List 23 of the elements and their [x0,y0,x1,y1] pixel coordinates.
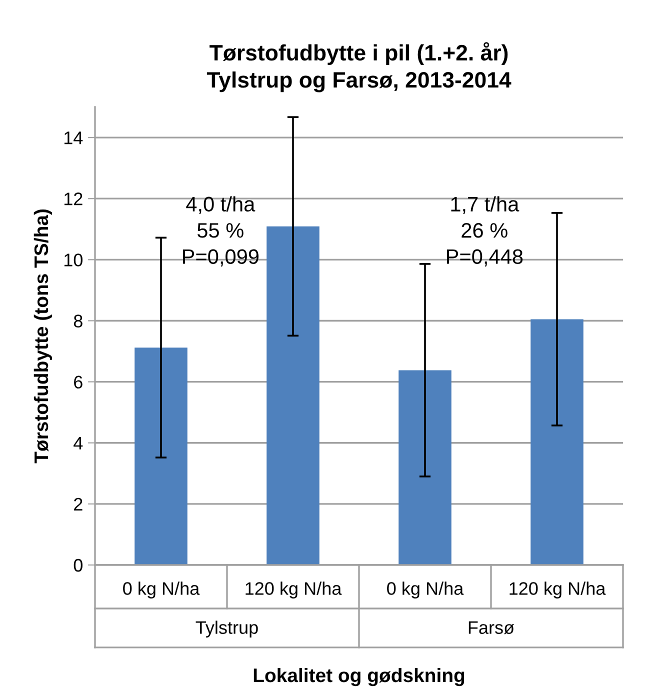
y-tick-label: 0 [74,558,82,572]
bar [134,348,188,565]
text: Farsø [468,621,514,634]
text: Tylstrup [196,620,258,638]
bar [266,226,320,565]
y-tick-label: 12 [64,192,82,206]
chart-title: Tørstofudbytte i pil (1.+2. år) Tylstrup og Farsø, 2013-2014 [206,42,512,92]
bar [398,370,452,565]
y-tick-label: 10 [64,254,82,266]
x-tick-label: 0 kg N/ha [123,582,200,598]
annotation: 4,0 t/ha 55 % P=0,099 [183,196,259,266]
x-tick-label: 120 kg N/ha [246,582,342,598]
y-tick-label: 4 [74,436,83,450]
y-axis-title: Tørstofudbytte (tons TS/ha) [34,210,52,464]
x-axis-title: Lokalitet og gødskning [254,668,464,686]
annotation: 1,7 t/ha 26 % P=0,448 [447,196,523,266]
y-tick-label: 6 [74,376,82,389]
y-tick-label: 8 [74,314,82,328]
x-tick-label: 120 kg N/ha [510,582,606,598]
x-tick-label: 0 kg N/ha [387,582,464,598]
bar [530,319,584,565]
y-tick-label: 14 [64,132,83,144]
y-tick-label: 2 [74,498,82,510]
